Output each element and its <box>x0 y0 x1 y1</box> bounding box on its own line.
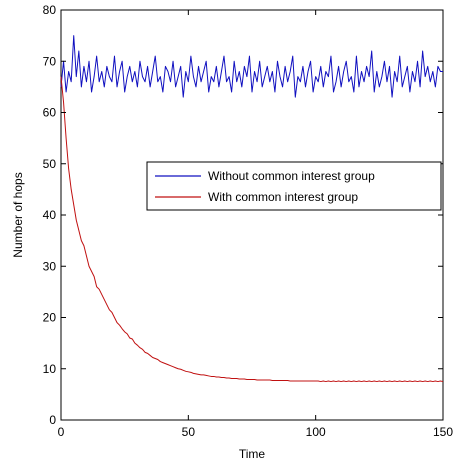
series-layer <box>60 35 444 383</box>
x-tick-label-150: 150 <box>433 425 453 439</box>
legend-label-without-common-interest: Without common interest group <box>208 169 375 183</box>
x-tick-label-0: 0 <box>58 425 65 439</box>
legend: Without common interest group With commo… <box>146 161 442 211</box>
y-tick-label-50: 50 <box>43 157 57 171</box>
series-line-1 <box>60 76 444 383</box>
y-tick-label-30: 30 <box>43 259 57 273</box>
y-tick-label-60: 60 <box>43 106 57 120</box>
legend-label-with-common-interest: With common interest group <box>208 190 358 204</box>
y-tick-label-10: 10 <box>43 362 57 376</box>
legend-box <box>146 161 442 211</box>
x-tick-label-50: 50 <box>182 425 196 439</box>
y-tick-label-40: 40 <box>43 208 57 222</box>
plot-area <box>60 9 444 421</box>
y-tick-label-0: 0 <box>49 413 56 427</box>
x-tick-label-100: 100 <box>306 425 326 439</box>
y-axis-label: Number of hops <box>11 172 25 257</box>
y-tick-label-70: 70 <box>43 54 57 68</box>
ticks-layer: 0 50 100 150 0 10 20 30 40 50 60 70 80 <box>43 3 454 439</box>
y-tick-label-20: 20 <box>43 311 57 325</box>
y-tick-label-80: 80 <box>43 3 57 17</box>
x-axis-label: Time <box>239 447 266 461</box>
series-line-0 <box>60 35 443 98</box>
